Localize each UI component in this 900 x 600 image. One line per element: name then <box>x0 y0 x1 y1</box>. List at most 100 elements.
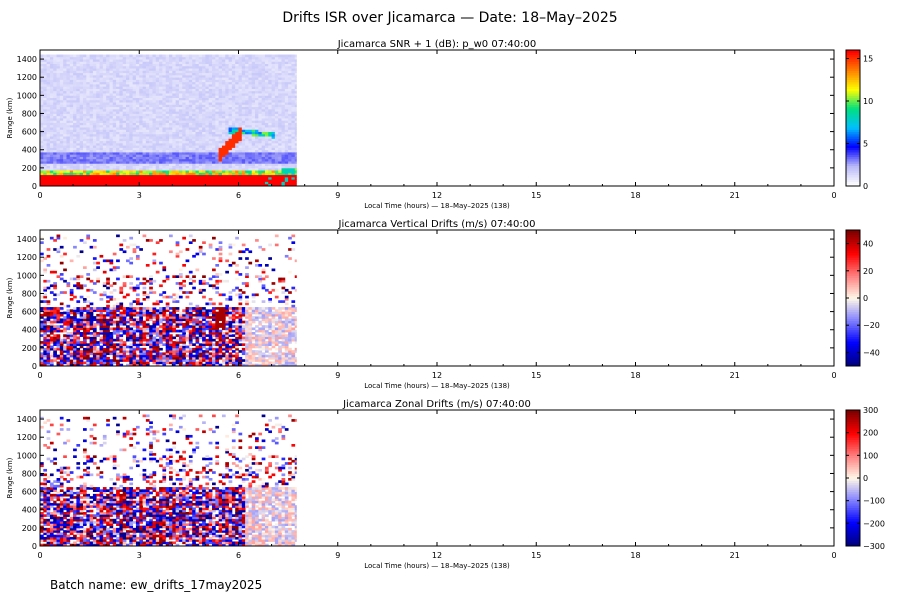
heatmap-cell <box>212 149 216 153</box>
heatmap-cell <box>258 170 263 173</box>
heatmap-cell <box>56 124 61 128</box>
heatmap-cell <box>49 127 54 130</box>
heatmap-cell <box>139 138 143 142</box>
heatmap-cell <box>208 138 213 142</box>
heatmap-cell <box>43 161 48 164</box>
heatmap-cell <box>102 59 107 62</box>
heatmap-cell <box>135 68 140 71</box>
heatmap-cell <box>192 95 196 98</box>
heatmap-cell <box>135 106 140 110</box>
colorbar-cell <box>846 167 860 171</box>
heatmap-cell <box>195 63 200 67</box>
heatmap-cell <box>225 65 229 69</box>
heatmap-cell <box>46 176 51 180</box>
heatmap-cell <box>215 88 220 92</box>
heatmap-cell <box>182 115 186 119</box>
heatmap-cell <box>69 113 74 117</box>
heatmap-cell <box>159 149 163 153</box>
heatmap-cell <box>225 81 229 85</box>
heatmap-cell <box>139 106 143 110</box>
heatmap-cell <box>102 145 107 148</box>
heatmap-cell <box>169 183 173 187</box>
heatmap-cell <box>69 288 74 292</box>
heatmap-cell <box>258 154 263 157</box>
heatmap-cell <box>83 179 87 182</box>
heatmap-cell <box>40 170 44 173</box>
heatmap-cell <box>215 106 220 110</box>
heatmap-cell <box>129 81 134 85</box>
heatmap-cell <box>155 93 160 96</box>
heatmap-cell <box>159 120 163 123</box>
heatmap-cell <box>66 140 71 144</box>
heatmap-cell <box>241 72 246 76</box>
heatmap-cell <box>129 133 134 137</box>
heatmap-cell <box>122 102 127 105</box>
heatmap-cell <box>102 158 107 162</box>
heatmap-cell <box>73 79 77 83</box>
heatmap-cell <box>132 108 137 112</box>
heatmap-cell <box>79 79 84 83</box>
heatmap-cell <box>126 131 130 135</box>
heatmap-cell <box>251 129 256 132</box>
heatmap-cell <box>73 363 77 367</box>
heatmap-cell <box>66 129 71 132</box>
heatmap-cell <box>43 257 48 260</box>
heatmap-cell <box>172 176 177 180</box>
heatmap-cell <box>165 79 170 83</box>
heatmap-cell <box>202 63 206 67</box>
colorbar-cell <box>846 136 860 139</box>
heatmap-cell <box>162 79 167 83</box>
heatmap-cell <box>73 54 77 58</box>
heatmap-cell <box>83 111 87 114</box>
heatmap-cell <box>92 131 97 135</box>
heatmap-cell <box>53 167 57 171</box>
heatmap-cell <box>43 332 48 335</box>
heatmap-cell <box>155 68 160 71</box>
heatmap-cell <box>182 77 186 80</box>
heatmap-cell <box>46 111 51 114</box>
heatmap-cell <box>165 127 170 130</box>
heatmap-cell <box>79 108 84 112</box>
heatmap-cell <box>69 133 74 137</box>
heatmap-cell <box>288 174 292 178</box>
heatmap-cell <box>294 118 297 121</box>
heatmap-cell <box>63 115 67 119</box>
heatmap-cell <box>165 124 170 128</box>
heatmap-cell <box>129 95 134 98</box>
heatmap-cell <box>89 138 94 142</box>
heatmap-cell <box>46 72 51 76</box>
heatmap-cell <box>76 325 81 328</box>
heatmap-cell <box>49 154 54 157</box>
heatmap-cell <box>66 88 71 92</box>
heatmap-cell <box>198 90 203 94</box>
heatmap-cell <box>79 61 84 64</box>
heatmap-cell <box>294 136 297 139</box>
heatmap-cell <box>228 142 233 146</box>
heatmap-cell <box>212 131 216 135</box>
heatmap-cell <box>205 176 210 180</box>
heatmap-cell <box>205 113 210 117</box>
heatmap-cell <box>288 176 292 180</box>
heatmap-cell <box>69 343 74 346</box>
heatmap-cell <box>245 56 249 60</box>
colorbar-cell <box>846 124 860 128</box>
heatmap-cell <box>73 354 77 358</box>
heatmap-cell <box>271 152 276 155</box>
heatmap-cell <box>49 54 54 58</box>
heatmap-cell <box>225 154 229 157</box>
heatmap-cell <box>56 345 61 349</box>
heatmap-cell <box>235 183 239 187</box>
heatmap-cell <box>43 149 48 153</box>
heatmap-cell <box>218 95 223 98</box>
heatmap-cell <box>258 72 263 76</box>
heatmap-cell <box>46 334 51 337</box>
heatmap-cell <box>142 115 147 119</box>
heatmap-cell <box>83 149 87 153</box>
heatmap-cell <box>212 102 216 105</box>
heatmap-cell <box>96 181 100 185</box>
heatmap-cell <box>56 108 61 112</box>
heatmap-cell <box>92 172 97 176</box>
heatmap-cell <box>119 138 124 142</box>
heatmap-cell <box>129 59 134 62</box>
heatmap-cell <box>43 74 48 78</box>
